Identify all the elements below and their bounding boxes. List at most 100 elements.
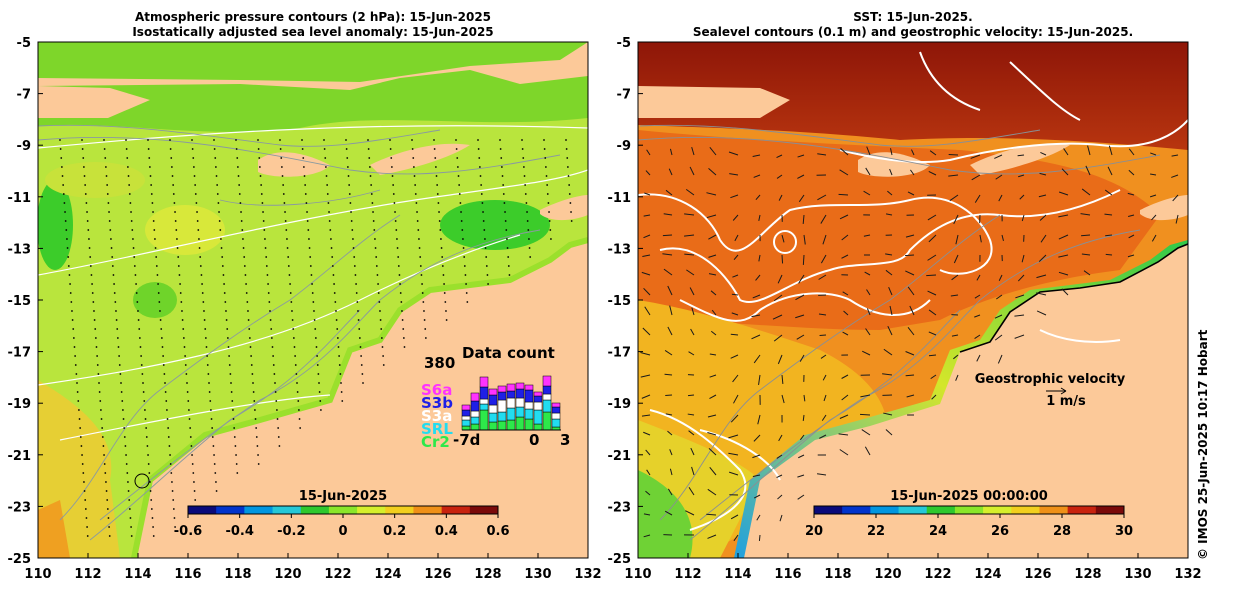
- velocity-arrow: [798, 454, 805, 459]
- left-island-flores: [370, 143, 470, 175]
- track-dot: [87, 229, 90, 231]
- right-colorbar-swatch: [842, 506, 871, 514]
- track-dot: [337, 346, 340, 348]
- right-colorbar-swatch: [1039, 506, 1069, 514]
- track-dot: [135, 283, 137, 285]
- track-dot: [290, 301, 293, 303]
- track-dot: [148, 472, 151, 474]
- left-pressure-contours: [38, 125, 588, 441]
- track-dot: [420, 274, 423, 276]
- track-dot: [362, 382, 364, 384]
- left-colorbar-swatch: [216, 506, 245, 514]
- track-dot: [269, 310, 271, 312]
- track-dot: [106, 184, 109, 186]
- track-dot: [80, 445, 83, 447]
- velocity-arrow: [1104, 189, 1113, 196]
- track-dot: [399, 283, 401, 285]
- track-dot: [545, 175, 548, 177]
- track-dot: [272, 364, 275, 366]
- velocity-arrow: [797, 494, 805, 500]
- track-dot: [440, 247, 443, 249]
- track-dot: [152, 526, 154, 528]
- track-dot: [115, 310, 117, 312]
- velocity-arrow: [1107, 166, 1113, 176]
- velocity-arrow: [1017, 154, 1025, 157]
- track-dot: [415, 202, 418, 204]
- track-dot: [198, 247, 201, 249]
- track-dot: [499, 139, 501, 141]
- track-dot: [445, 319, 448, 321]
- track-dot: [126, 166, 129, 168]
- track-dot: [267, 292, 270, 294]
- track-dot: [172, 184, 175, 186]
- track-dot: [543, 148, 546, 150]
- data-count-bar-s6a: [479, 376, 489, 388]
- track-dot: [499, 148, 502, 150]
- track-dot: [250, 355, 253, 357]
- track-dot: [210, 409, 212, 411]
- velocity-arrow: [1085, 165, 1091, 176]
- velocity-arrow: [707, 488, 717, 496]
- track-dot: [445, 310, 447, 312]
- velocity-arrow: [732, 374, 739, 383]
- track-dot: [438, 211, 440, 213]
- track-dot: [528, 247, 531, 249]
- velocity-arrow: [797, 474, 805, 478]
- velocity-arrow: [1015, 294, 1025, 299]
- track-dot: [214, 472, 217, 474]
- velocity-arrow: [931, 394, 937, 400]
- left-anomaly-blob: [45, 162, 145, 198]
- left-colorbar-swatches: [188, 506, 499, 514]
- left-y-tick-label: -15: [8, 294, 32, 309]
- velocity-arrow: [1128, 148, 1135, 156]
- velocity-arrow: [710, 330, 717, 336]
- track-dot: [397, 265, 400, 267]
- track-dot: [486, 274, 489, 276]
- track-dot: [424, 328, 427, 330]
- right-y-tick-label: -13: [608, 242, 632, 257]
- track-dot: [310, 274, 313, 276]
- track-dot: [144, 409, 146, 411]
- track-dot: [500, 157, 503, 159]
- track-dot: [547, 202, 550, 204]
- velocity-arrow: [642, 327, 651, 336]
- track-dot: [77, 400, 80, 402]
- velocity-arrow: [756, 514, 761, 521]
- velocity-arrow: [1081, 253, 1091, 256]
- track-dot: [271, 346, 274, 348]
- track-dot: [477, 139, 479, 141]
- track-dot: [320, 409, 322, 411]
- track-dot: [327, 202, 330, 204]
- track-dot: [215, 481, 217, 483]
- track-dot: [86, 220, 89, 222]
- velocity-arrow: [866, 289, 871, 296]
- velocity-arrow: [1128, 234, 1135, 239]
- velocity-arrow: [665, 413, 673, 416]
- track-dot: [173, 517, 176, 519]
- velocity-arrow: [686, 269, 695, 276]
- track-dot: [328, 211, 330, 213]
- left-colorbar-swatch: [188, 506, 217, 514]
- track-dot: [333, 283, 335, 285]
- track-dot: [568, 193, 571, 195]
- track-dot: [306, 211, 308, 213]
- data-count-bar-s3b: [533, 395, 543, 403]
- right-x-tick-label: 120: [874, 567, 901, 582]
- track-dot: [86, 526, 88, 528]
- track-dot: [98, 382, 100, 384]
- track-dot: [323, 139, 325, 141]
- track-dot: [274, 382, 276, 384]
- track-dot: [331, 265, 334, 267]
- track-dot: [135, 292, 138, 294]
- track-dot: [120, 382, 122, 384]
- track-dot: [381, 346, 384, 348]
- track-dot: [544, 157, 547, 159]
- track-dot: [272, 355, 275, 357]
- track-dot: [565, 139, 567, 141]
- track-dot: [234, 445, 237, 447]
- right-x-tick-label: 128: [1074, 567, 1101, 582]
- track-dot: [137, 319, 140, 321]
- track-dot: [224, 301, 227, 303]
- track-dot: [355, 292, 358, 294]
